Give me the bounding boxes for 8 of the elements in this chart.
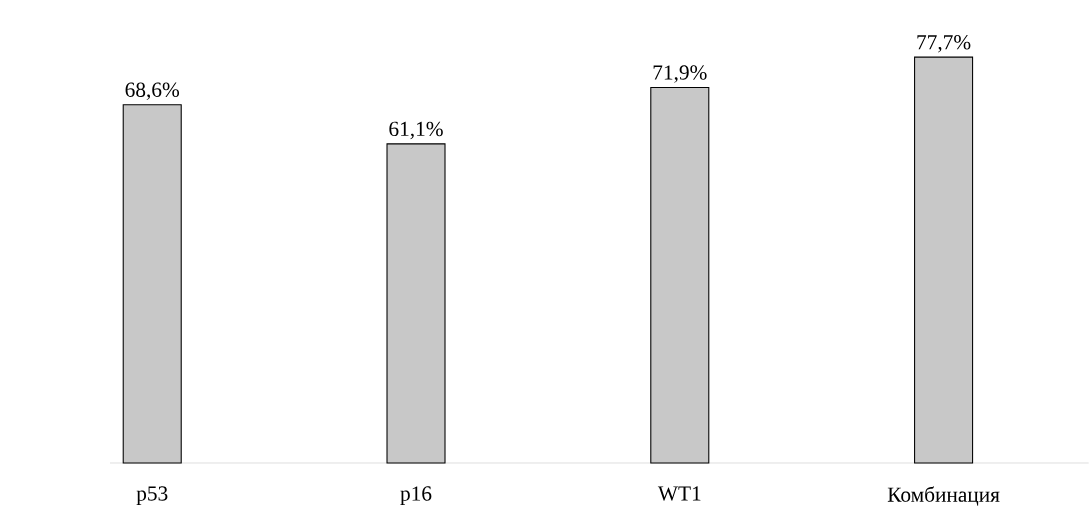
x-tick-label: p53 [136,486,168,506]
data-label: 61,1% [389,121,443,140]
data-label: 68,6% [125,82,180,100]
data-label: 77,7% [917,34,971,53]
x-tick-label: p16 [400,486,432,506]
x-tick-label: WT1 [657,486,701,501]
x-tick-label: Комбинация [887,486,1000,506]
data-label: 71,9% [653,65,707,83]
